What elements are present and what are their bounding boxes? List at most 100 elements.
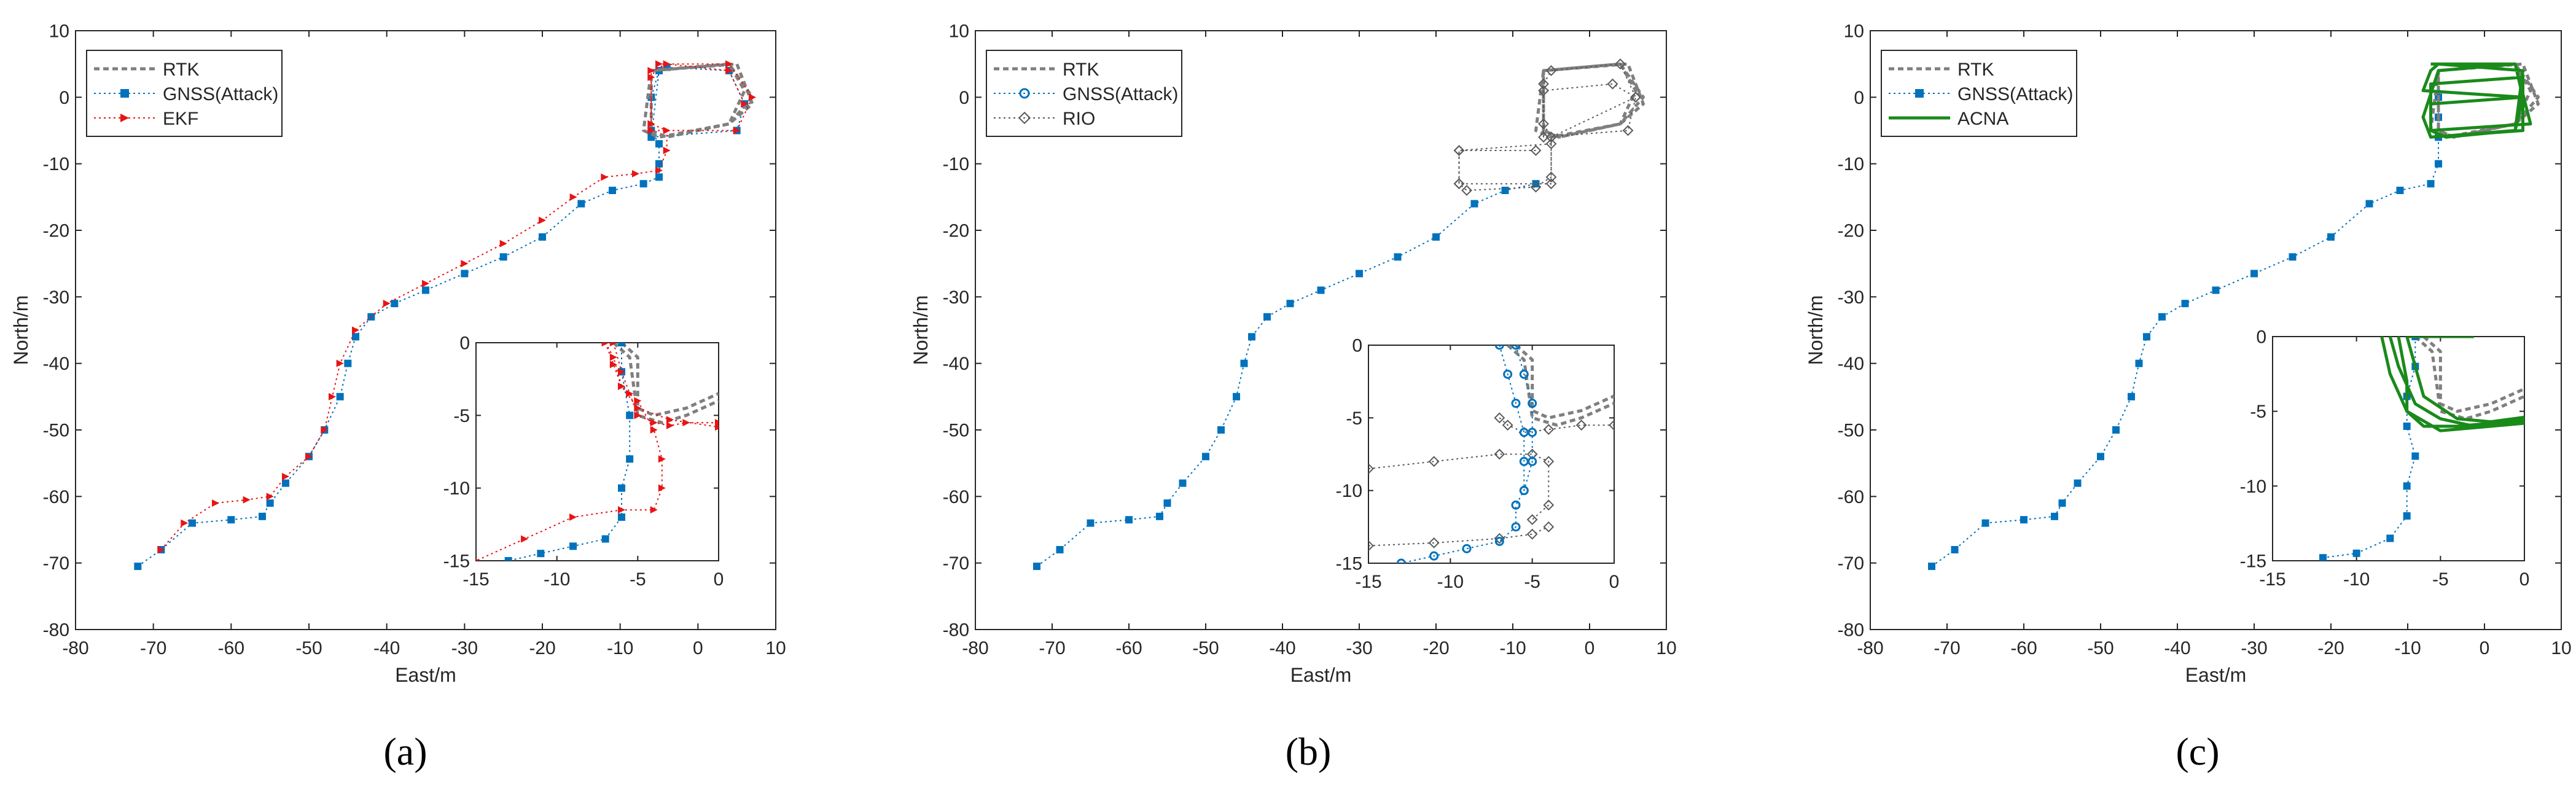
y-tick-label: 10 (949, 21, 969, 42)
inset-series-gnss-5-point-8 (1494, 537, 1504, 546)
inset-series-ekf-5-point-1 (609, 361, 617, 369)
series-rio-point-4 (1530, 181, 1542, 193)
inset-y-tick-label: -10 (443, 478, 470, 499)
series-gnss-point-7 (2097, 453, 2104, 461)
series-rio-point-17 (1545, 131, 1557, 143)
x-tick-label: -70 (140, 638, 166, 658)
series-gnss-point-16 (499, 253, 507, 261)
y-tick-label: 0 (959, 88, 969, 108)
x-tick-label: 0 (2480, 638, 2490, 658)
series-gnss-point-10 (2135, 359, 2143, 367)
series-ekf-point-20 (663, 147, 671, 154)
series-gnss-point-2 (1087, 519, 1095, 527)
inset-series-gnss-2-point-9 (504, 557, 512, 561)
legend-marker-gnss (1019, 88, 1030, 99)
inset-plot: -15 -10 -5 0 -15 -10 -5 0 (443, 334, 724, 590)
panel-caption: (c) (2176, 730, 2219, 773)
inset-plot-frame (2272, 336, 2525, 561)
series-ekf-point-3 (243, 496, 251, 504)
legend-label-gnss: GNSS(Attack) (163, 84, 278, 104)
series-ekf-point-23 (647, 73, 655, 81)
series-gnss-point-13 (391, 300, 399, 308)
x-axis-label: East/m (2185, 664, 2247, 686)
series-gnss-point-18 (577, 200, 585, 208)
legend-marker-gnss (120, 89, 129, 98)
series-ekf-point-13 (461, 260, 469, 268)
series-gnss-point-3 (227, 516, 235, 524)
x-tick-label: -80 (1857, 638, 1883, 658)
inset-y-tick-label: -10 (1336, 481, 1362, 501)
series-ekf-point-10 (352, 326, 359, 334)
inset-y-tick-label: -10 (2240, 477, 2266, 497)
series-gnss-point-15 (1356, 270, 1363, 278)
x-tick-label: -10 (2394, 638, 2421, 658)
series-ekf-point-19 (655, 166, 663, 174)
inset-x-tick-label: -5 (630, 569, 646, 590)
x-tick-label: -50 (295, 638, 322, 658)
inset-series-gnss-5-point-1 (1503, 369, 1513, 379)
series-gnss-point-5 (2058, 499, 2066, 507)
inset-series-gnss-5-point-2 (1511, 399, 1521, 408)
inset-series-ekf-3-point-10 (521, 535, 528, 543)
series-gnss-point-7 (1202, 453, 1209, 461)
inset-series-rio-3-markers (1494, 412, 1614, 438)
series-ekf-point-14 (499, 240, 507, 248)
inset-series-gnss-6-point-0 (1511, 345, 1521, 350)
series-rio-markers (1453, 58, 1641, 196)
inset-x-tick-label: 0 (2519, 569, 2530, 590)
series-gnss-point-4 (2051, 512, 2058, 520)
series-gnss-point-8 (1217, 426, 1225, 434)
series-rio-point-20 (1453, 145, 1465, 156)
y-tick-label: -40 (1838, 354, 1864, 374)
series-gnss-point-19 (1501, 187, 1509, 194)
series-ekf-point-7 (321, 426, 329, 434)
y-axis-label: North/m (10, 295, 32, 365)
x-tick-label: -50 (1192, 638, 1219, 658)
legend-label-rtk: RTK (163, 60, 199, 80)
y-tick-label: -40 (943, 354, 969, 374)
series-gnss-point-13 (1286, 300, 1294, 308)
series-gnss-point-1 (1056, 546, 1064, 553)
x-tick-label: -30 (1346, 638, 1372, 658)
inset-plot: -15 -10 -5 0 -15 -10 -5 0 (2240, 327, 2530, 590)
inset-series-ekf-3-point-9 (569, 513, 577, 521)
series-ekf-point-16 (569, 193, 577, 201)
y-tick-label: -20 (943, 221, 969, 241)
series-rio-point-13 (1538, 78, 1549, 90)
inset-series-ekf-5-point-3 (634, 404, 642, 412)
series-ekf-point-30 (663, 60, 671, 68)
inset-series-gnss-2-point-6 (2403, 512, 2411, 520)
inset-series-gnss-6-line (1515, 345, 1533, 491)
y-tick-label: -50 (43, 421, 69, 441)
series-ekf-point-9 (336, 359, 344, 367)
series-gnss-point-17 (2327, 233, 2335, 241)
y-tick-label: -30 (943, 287, 969, 308)
series-gnss-point-15 (2250, 270, 2258, 278)
x-tick-label: 10 (2551, 638, 2571, 658)
panel-c: -80 -70 -60 -50 -40 -30 -20 -10 0 10-80-70-60-50-… (1805, 21, 2572, 774)
inset-y-tick-label: 0 (459, 334, 470, 354)
inset-series-ekf-5-point-5 (715, 423, 719, 431)
x-tick-label: -70 (1934, 638, 1960, 658)
legend-label-gnss: GNSS(Attack) (1957, 84, 2073, 104)
y-tick-label: -10 (943, 154, 969, 174)
inset-y-tick-label: -15 (1336, 554, 1362, 574)
inset-plot: -15 -10 -5 0 -15 -10 -5 0 (1336, 336, 1620, 593)
inset-series-gnss-6-point-1 (1519, 369, 1529, 379)
legend: RTK GNSS(Attack) EKF (86, 50, 283, 137)
series-gnss-point-19 (609, 187, 616, 194)
series-gnss-point-16 (2289, 253, 2297, 261)
series-ekf-point-29 (647, 67, 655, 74)
inset-series-gnss-6-point-3 (1528, 427, 1537, 437)
inset-series-gnss-2-point-0 (618, 343, 625, 346)
series-gnss-point-17 (1432, 233, 1440, 241)
series-rio-point-3 (1461, 185, 1472, 196)
y-tick-label: -60 (43, 487, 69, 507)
inset-series-gnss-5-point-9 (1462, 544, 1472, 553)
inset-series-rio-2-line (1368, 453, 1550, 520)
inset-series-rio-3-point-3 (1543, 424, 1555, 435)
x-tick-label: 0 (1585, 638, 1595, 658)
x-tick-label: 10 (765, 638, 786, 658)
y-axis-label: North/m (1805, 295, 1827, 365)
series-gnss-point-4 (259, 512, 266, 520)
